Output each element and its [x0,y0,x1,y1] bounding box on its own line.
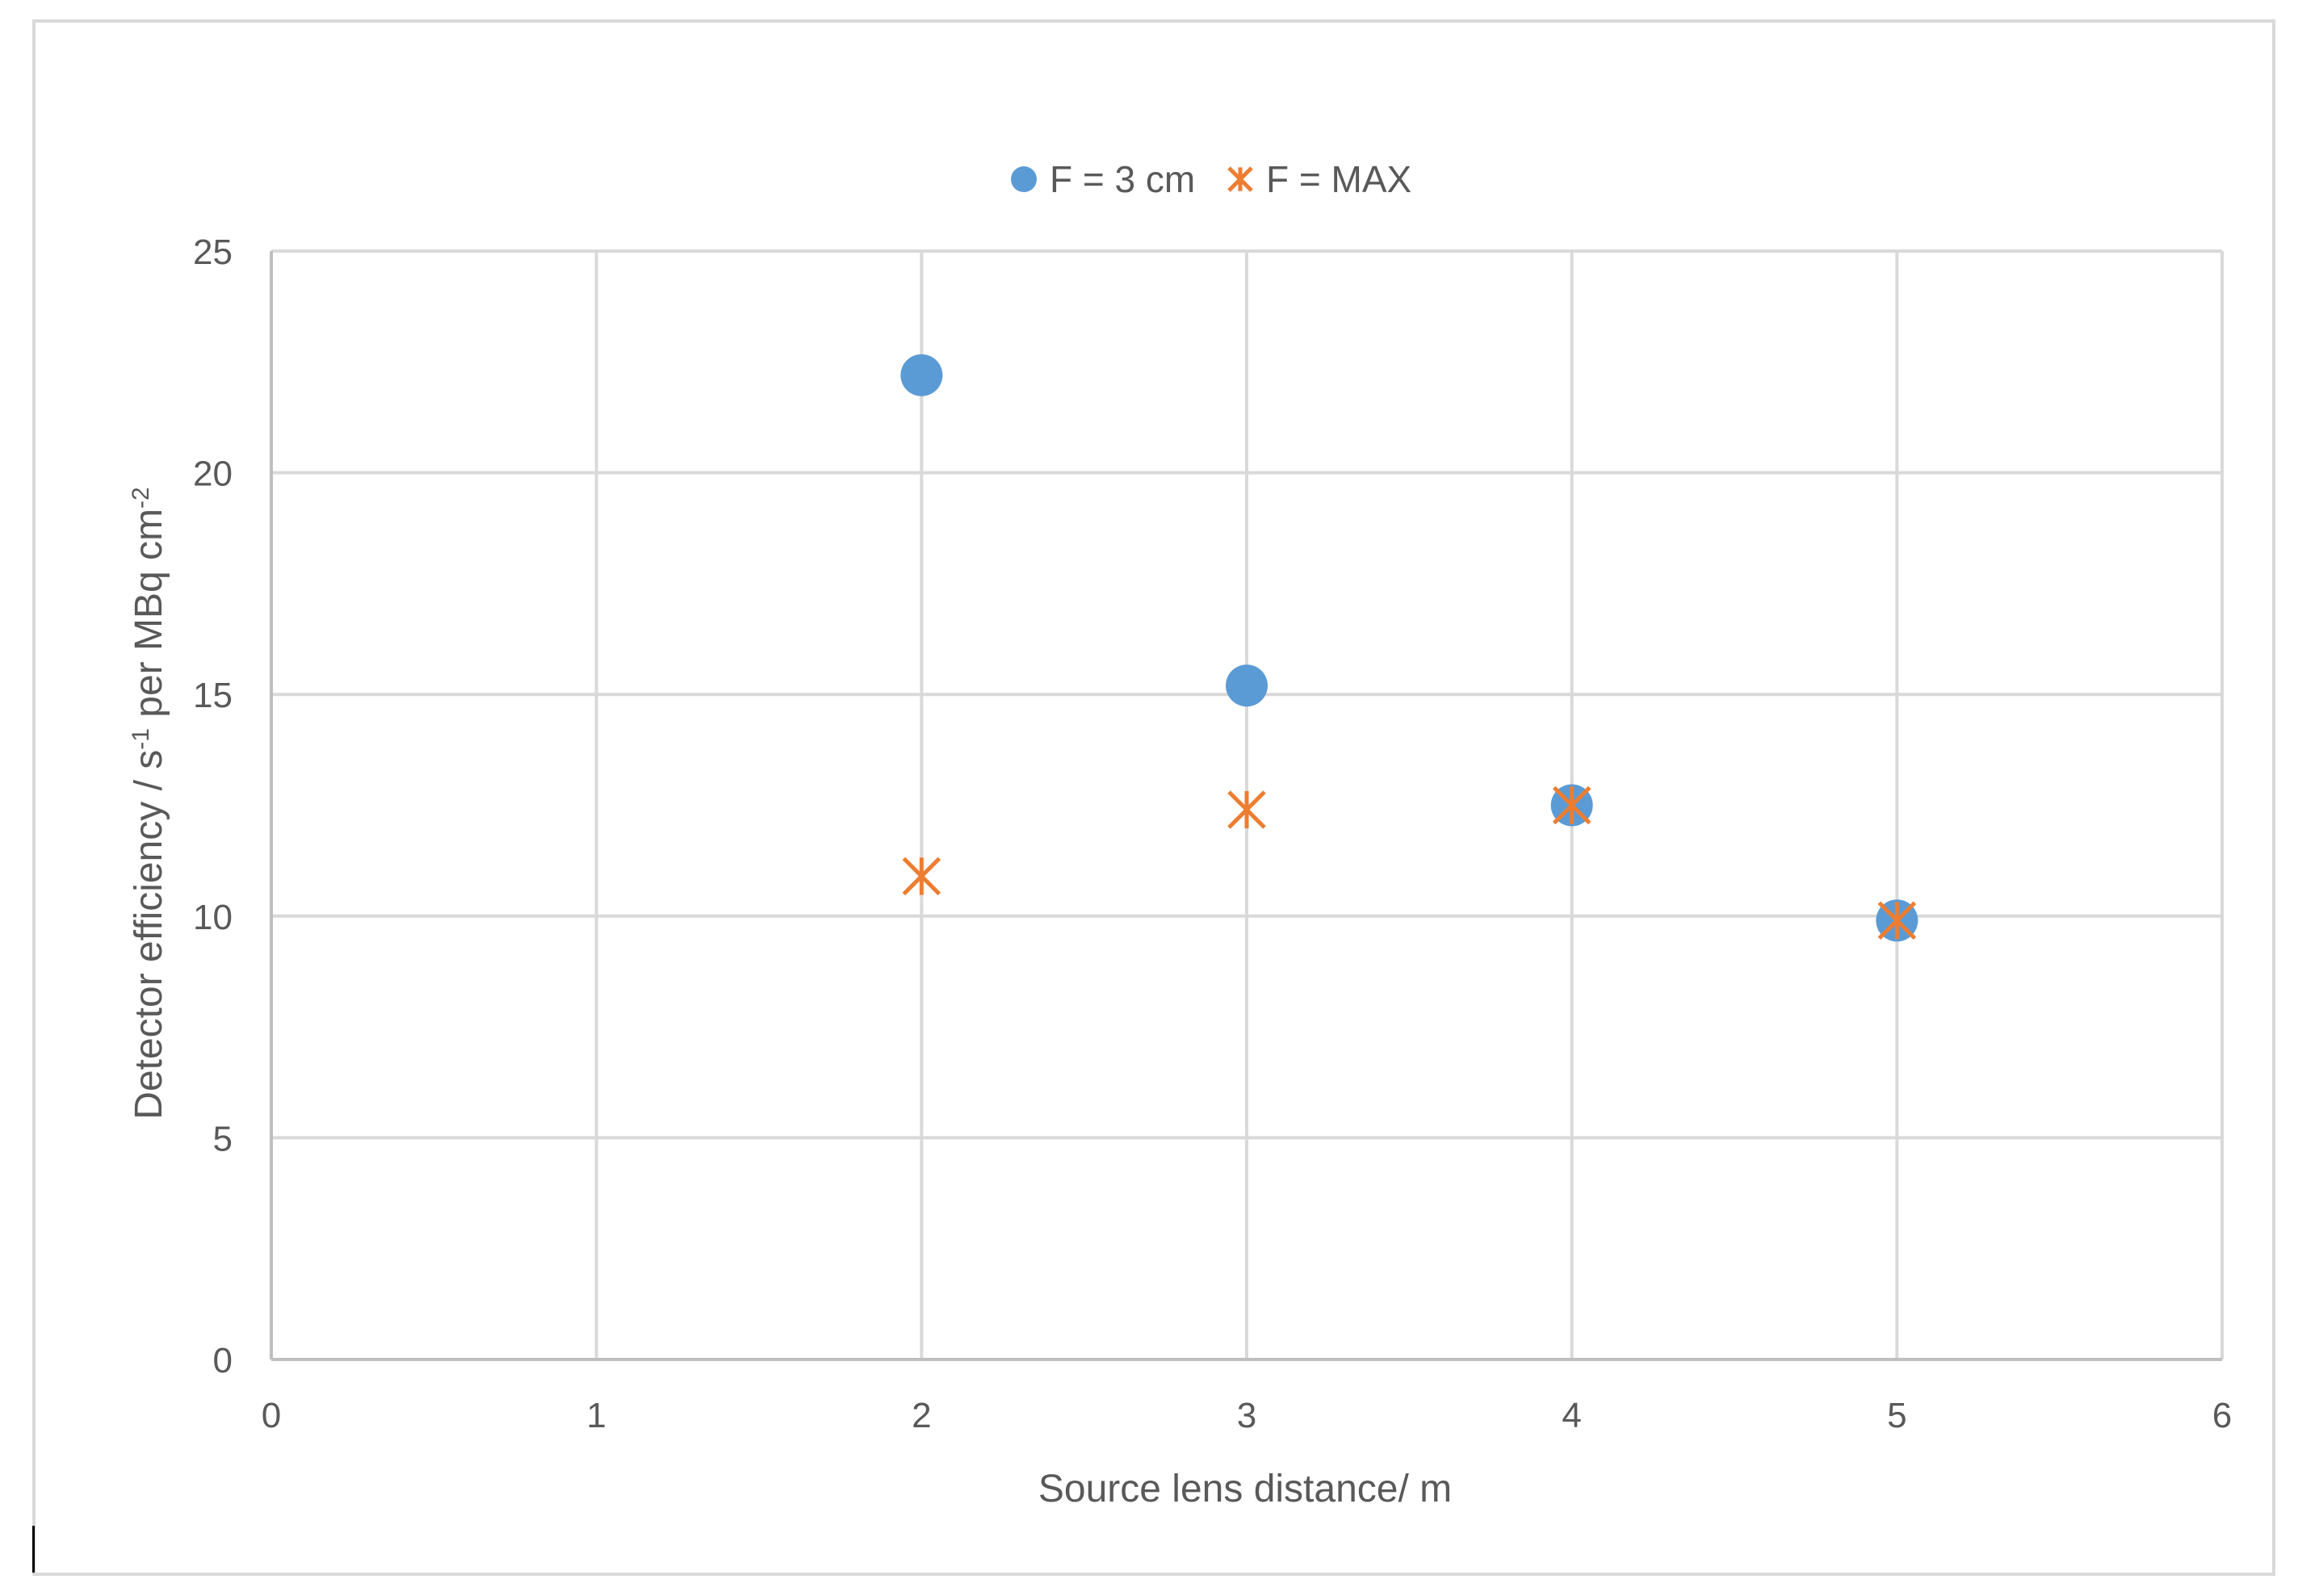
data-point-star [1552,785,1591,825]
y-axis-title: Detector efficiency / s-1 per MBq cm-2 [128,487,171,1119]
legend-label: F = MAX [1266,158,1411,200]
series-layer [900,354,1918,942]
x-tick-label: 3 [1237,1396,1256,1435]
x-tick-label: 5 [1887,1396,1906,1435]
y-tick-label: 20 [193,455,233,494]
y-tick-label: 0 [213,1341,233,1380]
series-1 [900,354,1918,942]
x-tick-label: 1 [586,1396,606,1435]
y-axis-title-superscript: -2 [128,487,154,509]
y-axis-title-superscript: -1 [128,728,154,750]
data-point-star [902,857,941,896]
y-axis-title-part: per MBq cm [128,509,170,728]
data-point-star [1227,790,1266,829]
data-point-circle [900,354,943,396]
series-2 [902,785,1917,940]
legend: F = 3 cm F = MAX [1011,158,1411,200]
data-point-circle [1226,664,1268,707]
legend-marker-star [1227,166,1253,192]
x-tick-label: 2 [912,1396,931,1435]
chart-frame [32,19,2275,1576]
legend-marker-circle [1011,166,1037,192]
data-point-star [1877,901,1917,940]
y-tick-label: 15 [193,676,233,715]
x-tick-label: 6 [2212,1396,2232,1435]
axes [270,251,2222,1361]
x-tick-label: 0 [262,1396,281,1435]
y-tick-label: 10 [193,898,233,937]
text-cursor [32,1526,35,1573]
x-axis-title: Source lens distance/ m [1038,1468,1452,1510]
y-tick-label: 5 [213,1119,233,1158]
y-axis-title-part: Detector efficiency / s [128,750,170,1120]
tick-labels: 0 1 2 3 4 5 6 0 5 10 15 20 25 [193,232,2232,1435]
x-tick-label: 4 [1562,1396,1581,1435]
legend-label: F = 3 cm [1050,158,1195,200]
y-tick-label: 25 [193,232,233,272]
